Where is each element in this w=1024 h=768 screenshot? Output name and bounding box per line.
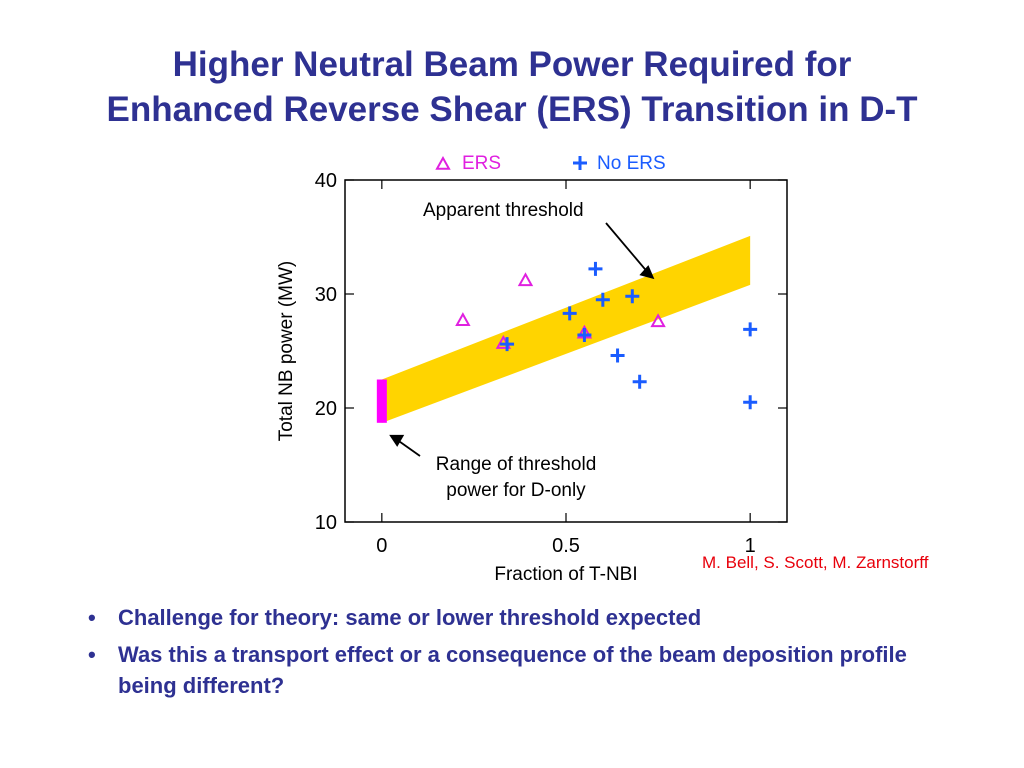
legend-ers-marker	[435, 155, 451, 170]
no-ers-point	[743, 322, 758, 337]
no-ers-point	[562, 306, 577, 321]
bullet-text: Was this a transport effect or a consequ…	[118, 642, 907, 698]
legend-ers-label: ERS	[462, 153, 501, 174]
annotation-arrow-line-2	[396, 439, 421, 457]
no-ers-point	[595, 292, 610, 307]
bullet-marker: •	[88, 642, 96, 667]
threshold-chart: 0 0.5 1 10 20 30 40 Fraction of T-NBI Total NB p…	[276, 153, 788, 585]
ers-point	[650, 313, 666, 328]
x-tick-label: 0.5	[552, 535, 580, 557]
x-axis-label: Fraction of T-NBI	[494, 564, 637, 585]
x-tick-label: 1	[745, 535, 756, 557]
x-tick-label: 0	[376, 535, 387, 557]
no-ers-point	[577, 328, 592, 343]
annotation-arrowhead	[639, 265, 655, 280]
y-tick-label: 30	[315, 284, 337, 306]
slide-title: Higher Neutral Beam Power Required for E…	[0, 42, 1024, 132]
title-line-2: Enhanced Reverse Shear (ERS) Transition …	[106, 90, 918, 129]
annotation-range-line-2: power for D-only	[446, 480, 586, 501]
no-ers-point	[625, 289, 640, 304]
title-line-1: Higher Neutral Beam Power Required for	[172, 45, 852, 84]
ers-point	[517, 272, 534, 287]
no-ers-point	[588, 261, 603, 276]
bullet-item: • Was this a transport effect or a conse…	[88, 639, 968, 701]
y-axis-label: Total NB power (MW)	[276, 261, 297, 442]
bullet-marker: •	[88, 605, 96, 630]
no-ers-point	[632, 374, 647, 389]
annotation-apparent-threshold: Apparent threshold	[423, 200, 584, 221]
annotation-arrowhead-2	[389, 434, 405, 447]
bullet-list: • Challenge for theory: same or lower th…	[88, 602, 968, 707]
author-credit: M. Bell, S. Scott, M. Zarnstorff	[702, 553, 929, 572]
d-only-range-bar	[376, 379, 387, 423]
legend-no-ers-marker	[573, 156, 587, 170]
ers-point	[455, 312, 471, 327]
legend-no-ers-label: No ERS	[597, 153, 666, 174]
bullet-item: • Challenge for theory: same or lower th…	[88, 602, 968, 633]
threshold-band	[381, 235, 751, 423]
y-tick-label: 20	[315, 398, 337, 420]
y-tick-label: 10	[315, 512, 337, 534]
y-tick-label: 40	[315, 170, 337, 192]
no-ers-point	[743, 395, 758, 410]
no-ers-point	[500, 337, 515, 352]
bullet-text: Challenge for theory: same or lower thre…	[118, 605, 702, 630]
annotation-arrow-line	[605, 222, 650, 274]
annotation-range-line-1: Range of threshold	[436, 454, 597, 475]
no-ers-point	[610, 348, 625, 363]
